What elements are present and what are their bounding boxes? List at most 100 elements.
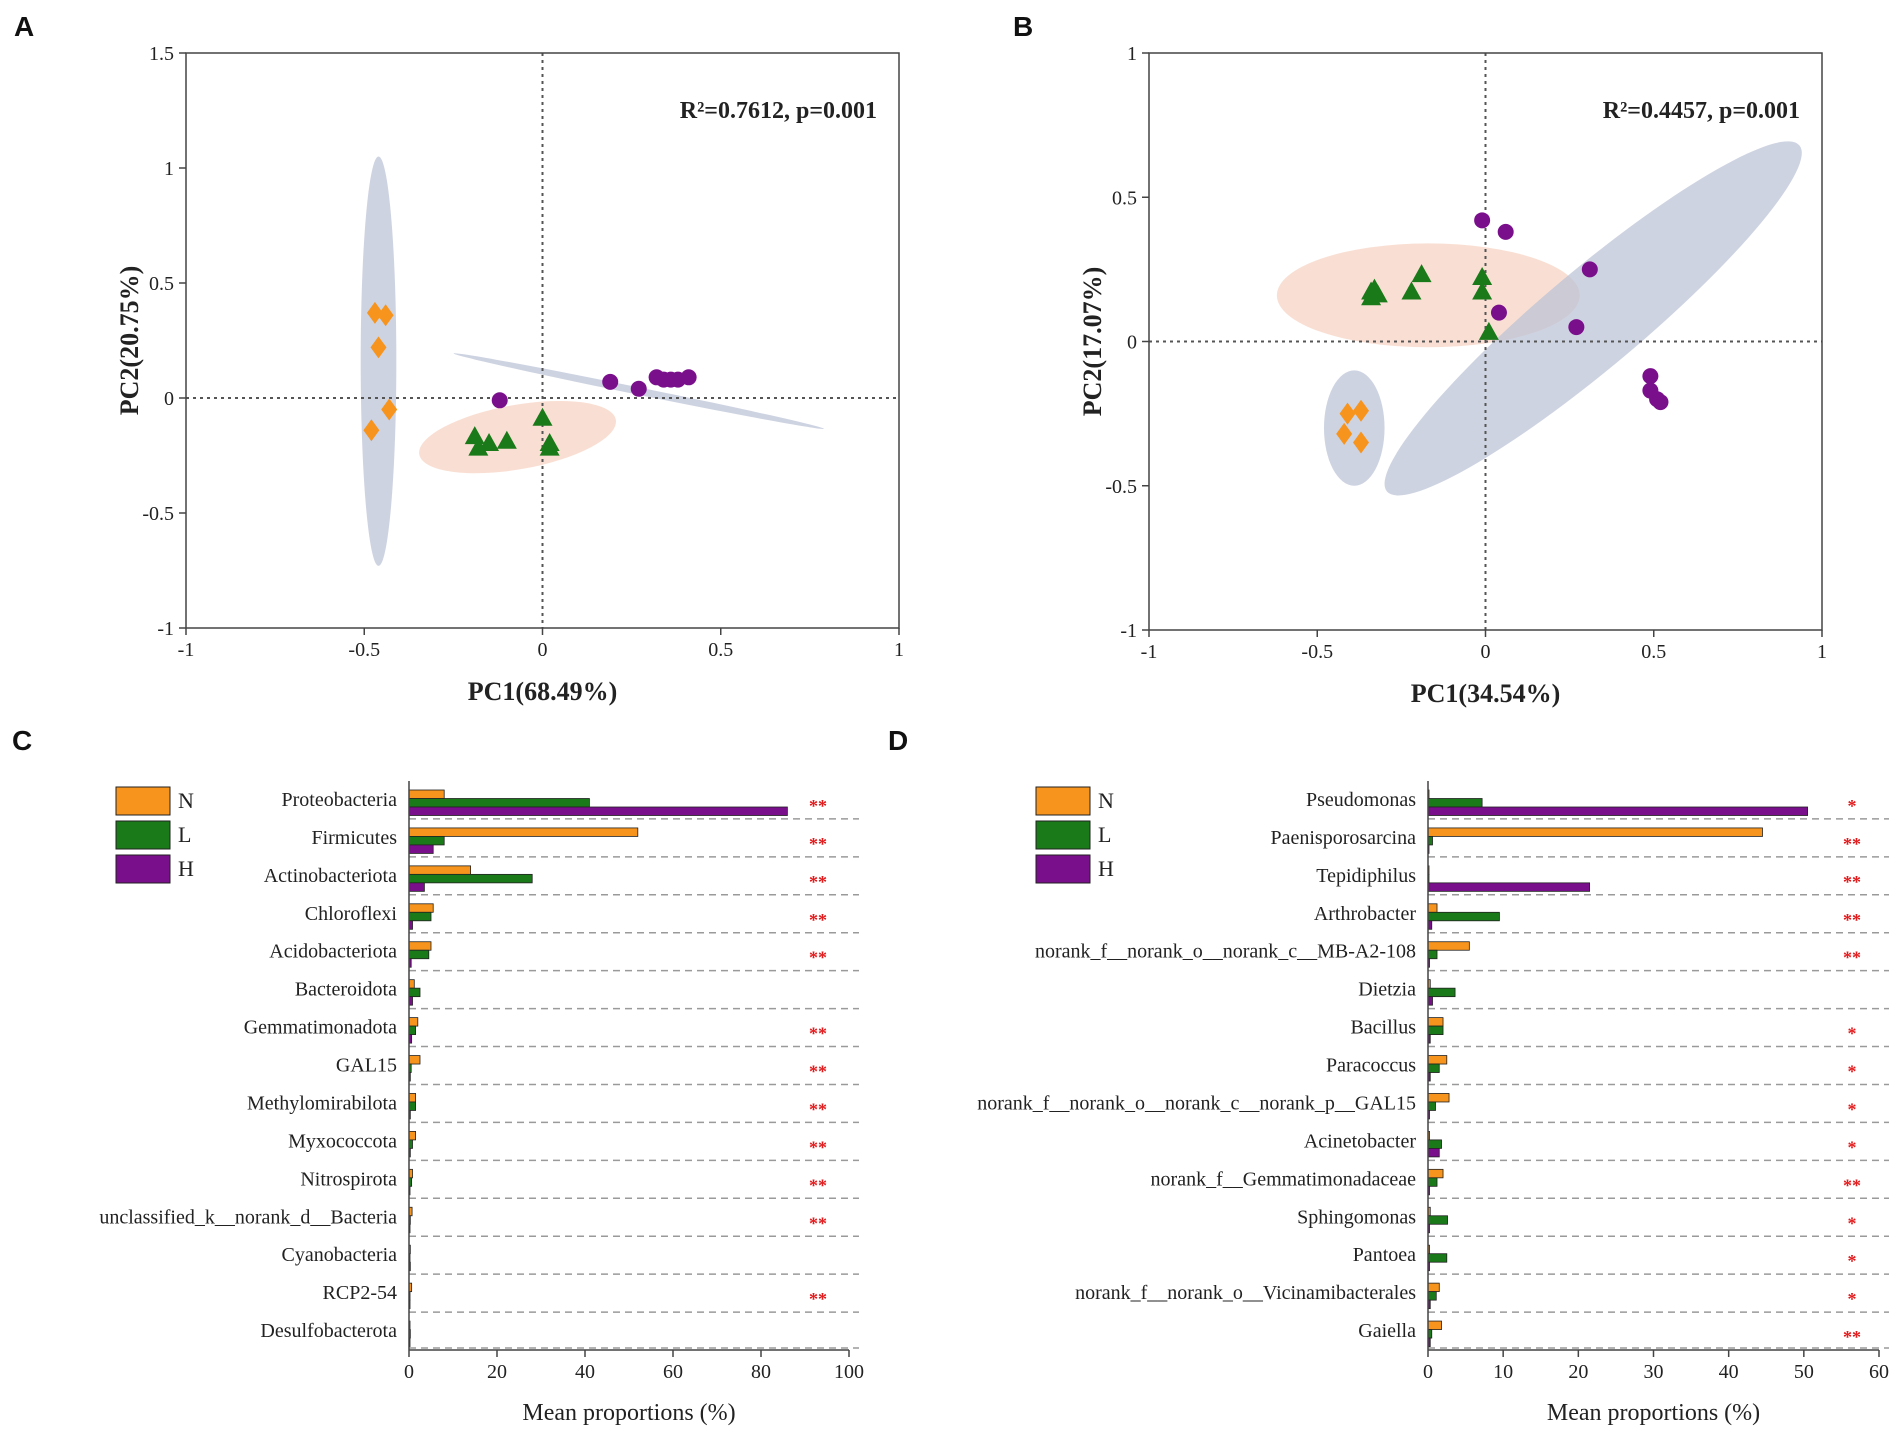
- bar-n: [1427, 1282, 1440, 1293]
- point-h: [630, 380, 647, 397]
- point-l: [1478, 321, 1499, 340]
- bar-n: [408, 827, 639, 837]
- x-tick-label: -1: [178, 639, 195, 661]
- x-axis-title: PC1(68.49%): [468, 677, 617, 706]
- point-l: [532, 407, 553, 426]
- confidence-ellipse-l: [1276, 243, 1580, 348]
- stat-annotation: R²=0.4457, p=0.001: [1603, 98, 1800, 124]
- significance-marker: **: [809, 1062, 827, 1082]
- bar-l: [408, 911, 432, 922]
- significance-marker: *: [1848, 1137, 1857, 1157]
- bar-n: [1427, 1017, 1444, 1027]
- bar-n: [408, 1093, 416, 1103]
- bar-n: [1427, 827, 1763, 837]
- significance-marker: **: [809, 1175, 827, 1195]
- bar-n: [408, 941, 432, 951]
- significance-marker: *: [1848, 796, 1857, 816]
- legend-label-l: L: [1098, 822, 1111, 847]
- confidence-ellipse-l: [419, 400, 617, 474]
- y-tick-label: 1: [164, 158, 174, 180]
- bar-n: [1427, 1093, 1450, 1103]
- bar-l: [408, 836, 445, 846]
- bar-h: [408, 844, 434, 854]
- significance-marker: **: [809, 1289, 827, 1309]
- bar-l: [1427, 1139, 1442, 1149]
- panel-letter-c: C: [12, 725, 32, 756]
- significance-marker: **: [809, 1099, 827, 1119]
- bar-l: [1427, 949, 1438, 960]
- confidence-ellipse-n: [360, 156, 397, 566]
- point-n: [370, 336, 387, 359]
- x-tick-label: 60: [663, 1361, 683, 1383]
- bar-h: [1427, 882, 1591, 892]
- legend-swatch-n: [1035, 786, 1091, 816]
- point-l: [479, 433, 500, 451]
- bar-n: [408, 1055, 421, 1065]
- significance-marker: **: [1843, 1327, 1861, 1347]
- legend-swatch-n: [115, 786, 171, 816]
- x-tick-label: 60: [1869, 1361, 1889, 1383]
- bar-h: [1427, 1148, 1440, 1158]
- x-tick-label: 0.5: [708, 639, 733, 661]
- bar-l: [1427, 987, 1456, 998]
- pcoa-plot-b: -1 -0.5 0 0.5 1 -1 -0.5 0 0.5 1 PC1(34.54%) PC2(17.…: [1078, 43, 1827, 708]
- y-tick-label: 1: [1127, 43, 1137, 65]
- x-axis-title: Mean proportions (%): [1547, 1400, 1760, 1426]
- point-n: [366, 301, 383, 324]
- bar-l: [1427, 1253, 1448, 1263]
- category-label: Desulfobacterota: [260, 1320, 397, 1342]
- point-n: [1352, 431, 1369, 454]
- point-l: [539, 437, 560, 456]
- y-tick-label: -1: [1120, 620, 1137, 642]
- category-label: norank_f__Gemmatimonadaceae: [1151, 1168, 1417, 1190]
- point-h: [1497, 223, 1514, 240]
- category-label: Firmicutes: [311, 827, 397, 849]
- category-label: Bacteroidota: [295, 979, 397, 1001]
- x-tick-label: 20: [487, 1361, 507, 1383]
- category-label: Chloroflexi: [305, 903, 398, 925]
- significance-marker: *: [1848, 1289, 1857, 1309]
- point-l: [464, 426, 485, 445]
- category-label: Pantoea: [1353, 1244, 1416, 1266]
- category-label: Arthrobacter: [1314, 903, 1417, 925]
- bar-l: [408, 1101, 416, 1111]
- y-axis-title: PC2(17.07%): [1078, 267, 1107, 416]
- point-n: [377, 304, 394, 327]
- y-axis-title: PC2(20.75%): [115, 266, 144, 415]
- x-tick-label: 1: [894, 639, 904, 661]
- y-tick-label: -0.5: [142, 503, 174, 525]
- significance-marker: *: [1848, 1024, 1857, 1044]
- bar-l: [408, 987, 421, 998]
- point-h: [1642, 368, 1659, 385]
- legend-swatch-h: [115, 854, 171, 884]
- category-label: Bacillus: [1350, 1017, 1416, 1039]
- bar-n: [408, 903, 434, 913]
- bar-h: [408, 882, 425, 892]
- point-l: [1361, 287, 1382, 306]
- category-label: Acinetobacter: [1304, 1130, 1416, 1152]
- category-label: Acidobacteriota: [269, 941, 397, 963]
- legend-label-n: N: [178, 788, 194, 813]
- category-label: Pseudomonas: [1306, 789, 1416, 811]
- significance-marker: **: [1843, 910, 1861, 930]
- x-tick-label: -1: [1141, 641, 1158, 663]
- category-label: Nitrospirota: [300, 1168, 397, 1190]
- x-tick-label: 0: [404, 1361, 414, 1383]
- bar-n: [408, 1131, 416, 1141]
- category-label: norank_f__norank_o__Vicinamibacterales: [1075, 1282, 1416, 1304]
- point-n: [1339, 402, 1356, 425]
- bar-n: [1427, 1055, 1448, 1065]
- y-tick-label: -1: [157, 618, 174, 640]
- y-tick-label: 0: [164, 388, 174, 410]
- category-label: GAL15: [336, 1055, 397, 1077]
- bar-l: [1427, 1101, 1436, 1111]
- point-n: [381, 398, 398, 421]
- point-h: [1490, 304, 1507, 321]
- legend-swatch-h: [1035, 854, 1091, 884]
- point-n: [1336, 422, 1353, 445]
- point-l: [468, 437, 489, 456]
- point-l: [496, 430, 517, 449]
- x-tick-label: 40: [575, 1361, 595, 1383]
- category-label: Paenisporosarcina: [1270, 827, 1416, 849]
- confidence-ellipse-h: [1384, 141, 1802, 496]
